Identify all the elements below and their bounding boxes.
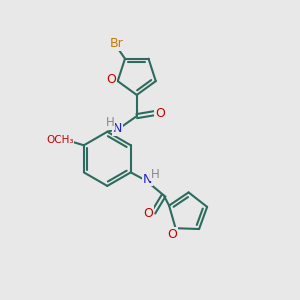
Text: O: O — [155, 107, 165, 120]
Text: O: O — [106, 74, 116, 86]
Text: H: H — [151, 168, 159, 181]
Text: Br: Br — [110, 38, 124, 50]
Text: H: H — [106, 116, 115, 129]
Text: O: O — [143, 206, 153, 220]
Text: OCH₃: OCH₃ — [46, 135, 74, 145]
Text: N: N — [113, 122, 122, 135]
Text: N: N — [143, 172, 152, 186]
Text: O: O — [168, 228, 178, 241]
